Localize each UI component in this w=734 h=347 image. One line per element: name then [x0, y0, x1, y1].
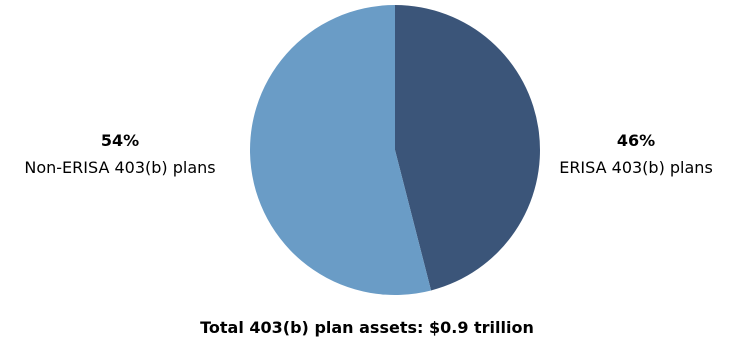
- left-slice-percent: 54%: [101, 131, 139, 150]
- pie-slices: [249, 5, 540, 295]
- right-slice-percent: 46%: [617, 131, 655, 150]
- left-slice-label: Non-ERISA 403(b) plans: [24, 158, 215, 177]
- chart-total-title: Total 403(b) plan assets: $0.9 trillion: [200, 318, 534, 337]
- right-slice-label: ERISA 403(b) plans: [559, 158, 713, 177]
- pie-slice-erisa: [395, 5, 540, 291]
- pie-slice-non-erisa: [249, 5, 432, 295]
